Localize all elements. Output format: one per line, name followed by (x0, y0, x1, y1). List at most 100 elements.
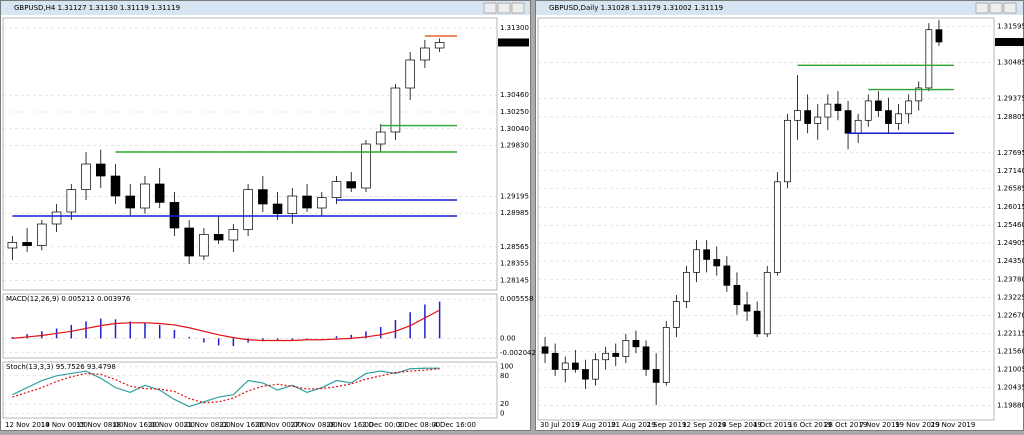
y-tick-label: 0.00 (500, 334, 516, 342)
x-tick-label: 22 Nov 16:00 (219, 421, 266, 429)
x-tick-label: 12 Nov 2019 (5, 421, 50, 429)
x-tick-label: 27 Nov 08:00 (291, 421, 338, 429)
minimize-button[interactable] (483, 2, 497, 14)
y-tick-label: 1.24905 (997, 239, 1024, 247)
candle-body (784, 119, 791, 183)
x-tick-label: 29 Nov 2019 (931, 421, 976, 429)
y-tick-label: 1.21560 (997, 347, 1024, 355)
y-tick-label: 0.005558 (500, 295, 533, 303)
x-tick-label: 4 Dec 16:00 (433, 421, 476, 429)
y-tick-label: 1.29830 (500, 142, 529, 150)
x-tick-label: 20 Nov 00:00 (148, 421, 195, 429)
candle-body (390, 87, 401, 133)
candle-body (434, 42, 445, 49)
x-tick-label: 21 Aug 2019 (611, 421, 656, 429)
candle-body (169, 202, 180, 229)
candle-body (51, 211, 62, 225)
y-tick-label: 1.27140 (997, 167, 1024, 175)
y-tick-label: 1.22670 (997, 311, 1024, 319)
indicator-line (12, 367, 440, 408)
window-title: GBPUSD,H4 1.31127 1.31130 1.31119 1.3111… (14, 4, 180, 12)
y-tick-label: -0.002042 (500, 349, 536, 357)
candle-body (561, 362, 569, 370)
y-tick-label: 1.26015 (997, 203, 1024, 211)
candle-body (723, 265, 731, 286)
candle-body (22, 242, 32, 246)
candle-body (602, 352, 610, 361)
candle-body (753, 310, 761, 335)
minimize-button[interactable] (975, 2, 989, 14)
candle-body (272, 203, 283, 214)
window-title: GBPUSD,Daily 1.31028 1.31179 1.31002 1.3… (549, 4, 723, 12)
maximize-button[interactable] (497, 2, 511, 14)
candle-body (733, 284, 741, 306)
candle-body (571, 362, 579, 370)
y-tick-label: 1.29195 (500, 192, 529, 200)
close-button[interactable] (1003, 2, 1017, 14)
y-tick-label: 1.22115 (997, 329, 1024, 337)
y-tick-label: 1.30040 (500, 125, 529, 133)
candle-body (895, 113, 902, 124)
candle-body (184, 227, 194, 257)
maximize-button[interactable] (989, 2, 1003, 14)
y-tick-label: 1.30460 (500, 91, 529, 99)
candle-body (794, 110, 801, 121)
candle-body (213, 234, 224, 241)
y-tick-label: 1.31300 (500, 24, 529, 32)
y-tick-label: 1.23225 (997, 293, 1024, 301)
current-price: 1.31119 (500, 38, 529, 46)
candle-body (864, 100, 872, 121)
y-tick-label: 1.29375 (997, 94, 1024, 102)
candle-body (854, 119, 862, 134)
candle-body (228, 229, 239, 241)
candle-body (582, 369, 589, 380)
candle-body (652, 369, 660, 383)
current-price: 1.31119 (997, 38, 1024, 46)
candle-body (81, 163, 91, 190)
candle-body (140, 183, 150, 209)
x-tick-label: 9 Aug 2019 (576, 421, 616, 429)
y-tick-label: 1.28565 (500, 243, 529, 251)
y-tick-label: 1.26585 (997, 185, 1024, 193)
y-tick-label: 1.27695 (997, 149, 1024, 157)
y-tick-label: 100 (500, 362, 513, 370)
indicator-label: MACD(12,26,9) 0.005212 0.003976 (6, 295, 131, 303)
x-tick-label: 19 Nov 2019 (895, 421, 940, 429)
y-tick-label: 1.30250 (500, 108, 529, 116)
x-tick-label: 2 Dec 00:00 (362, 421, 405, 429)
candle-body (935, 29, 943, 43)
y-tick-label: 1.19880 (997, 402, 1024, 410)
candle-body (302, 195, 312, 209)
candle-body (316, 197, 327, 209)
candle-body (346, 181, 357, 189)
candle-body (287, 195, 298, 214)
y-tick-label: 1.25460 (997, 221, 1024, 229)
title-bar (1, 1, 530, 15)
x-tick-label: 24 Sep 2019 (718, 421, 762, 429)
indicator-line (12, 309, 440, 342)
candle-body (154, 183, 165, 203)
y-tick-label: 80 (500, 372, 509, 380)
candle-body (375, 131, 386, 145)
y-tick-label: 1.21005 (997, 365, 1024, 373)
close-button[interactable] (511, 2, 525, 14)
candle-body (743, 304, 751, 312)
candle-body (199, 234, 209, 257)
candle-body (844, 110, 852, 134)
indicator-label: Stoch(13,3,3) 95.7526 93.4798 (6, 363, 116, 371)
y-tick-label: 1.23780 (997, 276, 1024, 284)
candle-body (258, 189, 268, 205)
title-bar (536, 1, 1023, 15)
y-tick-label: 1.28355 (500, 260, 529, 268)
candle-body (642, 346, 650, 370)
candle-body (331, 181, 342, 198)
candle-body (915, 87, 923, 102)
candle-body (763, 272, 771, 335)
candle-body (612, 352, 620, 357)
candle-body (703, 249, 711, 260)
x-tick-label: 28 Nov 16:00 (326, 421, 373, 429)
candle-body (814, 116, 822, 124)
candle-body (905, 100, 913, 115)
y-tick-label: 0 (500, 410, 504, 418)
